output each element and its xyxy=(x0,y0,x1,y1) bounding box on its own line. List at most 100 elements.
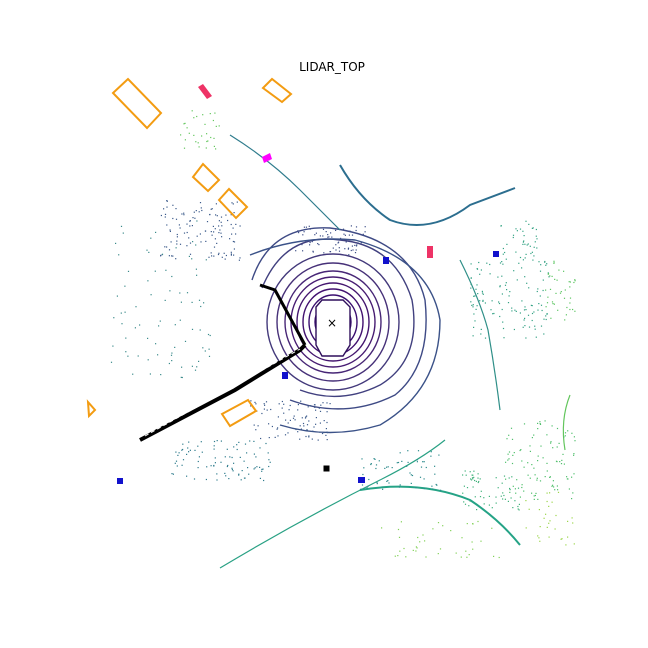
lidar-point xyxy=(215,214,217,216)
lidar-point xyxy=(557,489,559,491)
lidar-point xyxy=(563,463,565,465)
lidar-point xyxy=(573,454,575,456)
lidar-point xyxy=(508,451,511,453)
lidar-point xyxy=(158,325,160,327)
lidar-point xyxy=(478,480,480,483)
misc-boxes xyxy=(198,84,433,258)
lidar-point xyxy=(531,251,533,253)
lidar-point xyxy=(166,206,168,208)
lidar-point xyxy=(526,282,528,284)
lidar-point xyxy=(319,410,322,412)
lidar-point xyxy=(501,293,503,295)
lidar-point xyxy=(476,268,478,270)
lidar-point xyxy=(193,117,195,119)
lidar-point xyxy=(112,345,114,347)
lidar-point xyxy=(529,450,531,452)
lidar-point xyxy=(569,286,571,288)
lidar-point xyxy=(397,461,400,464)
lidar-point xyxy=(213,445,215,447)
lidar-point xyxy=(538,537,540,539)
lidar-point xyxy=(410,482,412,484)
lidar-point xyxy=(180,134,182,136)
lidar-point xyxy=(528,287,530,289)
lidar-point xyxy=(179,243,182,245)
lidar-point xyxy=(194,369,197,371)
lidar-point xyxy=(460,556,462,558)
bicycle-box-2 xyxy=(427,246,433,258)
lidar-point xyxy=(542,289,544,292)
lidar-point xyxy=(164,299,166,301)
lidar-point xyxy=(181,464,183,466)
lidar-point xyxy=(554,489,556,491)
lidar-point xyxy=(559,292,562,294)
lidar-point xyxy=(261,468,263,470)
lidar-point xyxy=(263,479,265,482)
road-curve-ne xyxy=(339,164,516,226)
lidar-point xyxy=(175,247,177,249)
lidar-point xyxy=(191,110,193,112)
lidar-point xyxy=(465,474,467,476)
lidar-point xyxy=(572,522,574,524)
lidar-point xyxy=(231,233,233,235)
lidar-point xyxy=(244,443,247,445)
lidar-point xyxy=(213,231,215,233)
lidar-point xyxy=(283,412,285,414)
lidar-point xyxy=(230,214,232,216)
lidar-point xyxy=(239,257,241,259)
lidar-point xyxy=(472,335,474,337)
lidar-point xyxy=(505,478,507,480)
lidar-point xyxy=(564,432,567,434)
lidar-point xyxy=(208,355,211,357)
pedestrian-box-4 xyxy=(358,477,365,483)
lidar-point xyxy=(462,474,464,476)
lidar-point xyxy=(516,230,518,232)
lidar-point xyxy=(181,366,183,368)
ring-7 xyxy=(276,262,390,382)
lidar-point xyxy=(198,360,200,362)
lidar-point xyxy=(345,241,347,243)
lidar-point xyxy=(519,449,521,452)
lidar-point xyxy=(466,523,468,525)
lidar-point xyxy=(220,440,222,442)
lidar-point xyxy=(338,250,341,252)
lidar-point xyxy=(501,308,503,311)
lidar-point xyxy=(540,304,543,306)
lidar-point xyxy=(196,274,198,276)
lidar-point xyxy=(394,555,396,557)
lidar-point xyxy=(492,313,494,315)
lidar-point xyxy=(546,470,548,472)
lidar-point xyxy=(214,238,216,240)
lidar-point xyxy=(378,460,380,462)
lidar-point xyxy=(188,441,190,443)
lidar-point xyxy=(544,476,546,478)
lidar-point xyxy=(528,223,530,225)
lidar-point xyxy=(253,424,255,426)
lidar-point xyxy=(513,270,515,272)
lidar-point xyxy=(472,523,474,525)
lidar-point xyxy=(122,232,124,234)
lidar-point xyxy=(521,460,523,462)
lidar-point xyxy=(489,263,491,266)
lidar-point xyxy=(374,458,376,460)
lidar-point xyxy=(536,238,538,240)
lidar-point xyxy=(268,423,270,425)
lidar-point xyxy=(532,259,534,261)
lidar-point xyxy=(254,467,256,469)
lidar-point xyxy=(201,451,203,453)
lidar-point xyxy=(560,538,562,540)
lidar-point xyxy=(171,473,173,475)
lidar-point xyxy=(556,446,558,448)
lidar-point xyxy=(325,434,327,436)
lidar-point xyxy=(502,498,504,500)
lidar-point xyxy=(147,359,149,361)
lidar-point xyxy=(557,309,559,311)
lidar-point xyxy=(549,476,551,478)
lidar-point xyxy=(514,309,516,311)
lidar-point xyxy=(550,317,552,319)
lidar-point xyxy=(370,463,372,466)
lidar-point xyxy=(315,423,317,425)
lidar-point xyxy=(470,479,473,481)
lidar-point xyxy=(171,352,173,354)
lidar-point xyxy=(243,477,246,479)
